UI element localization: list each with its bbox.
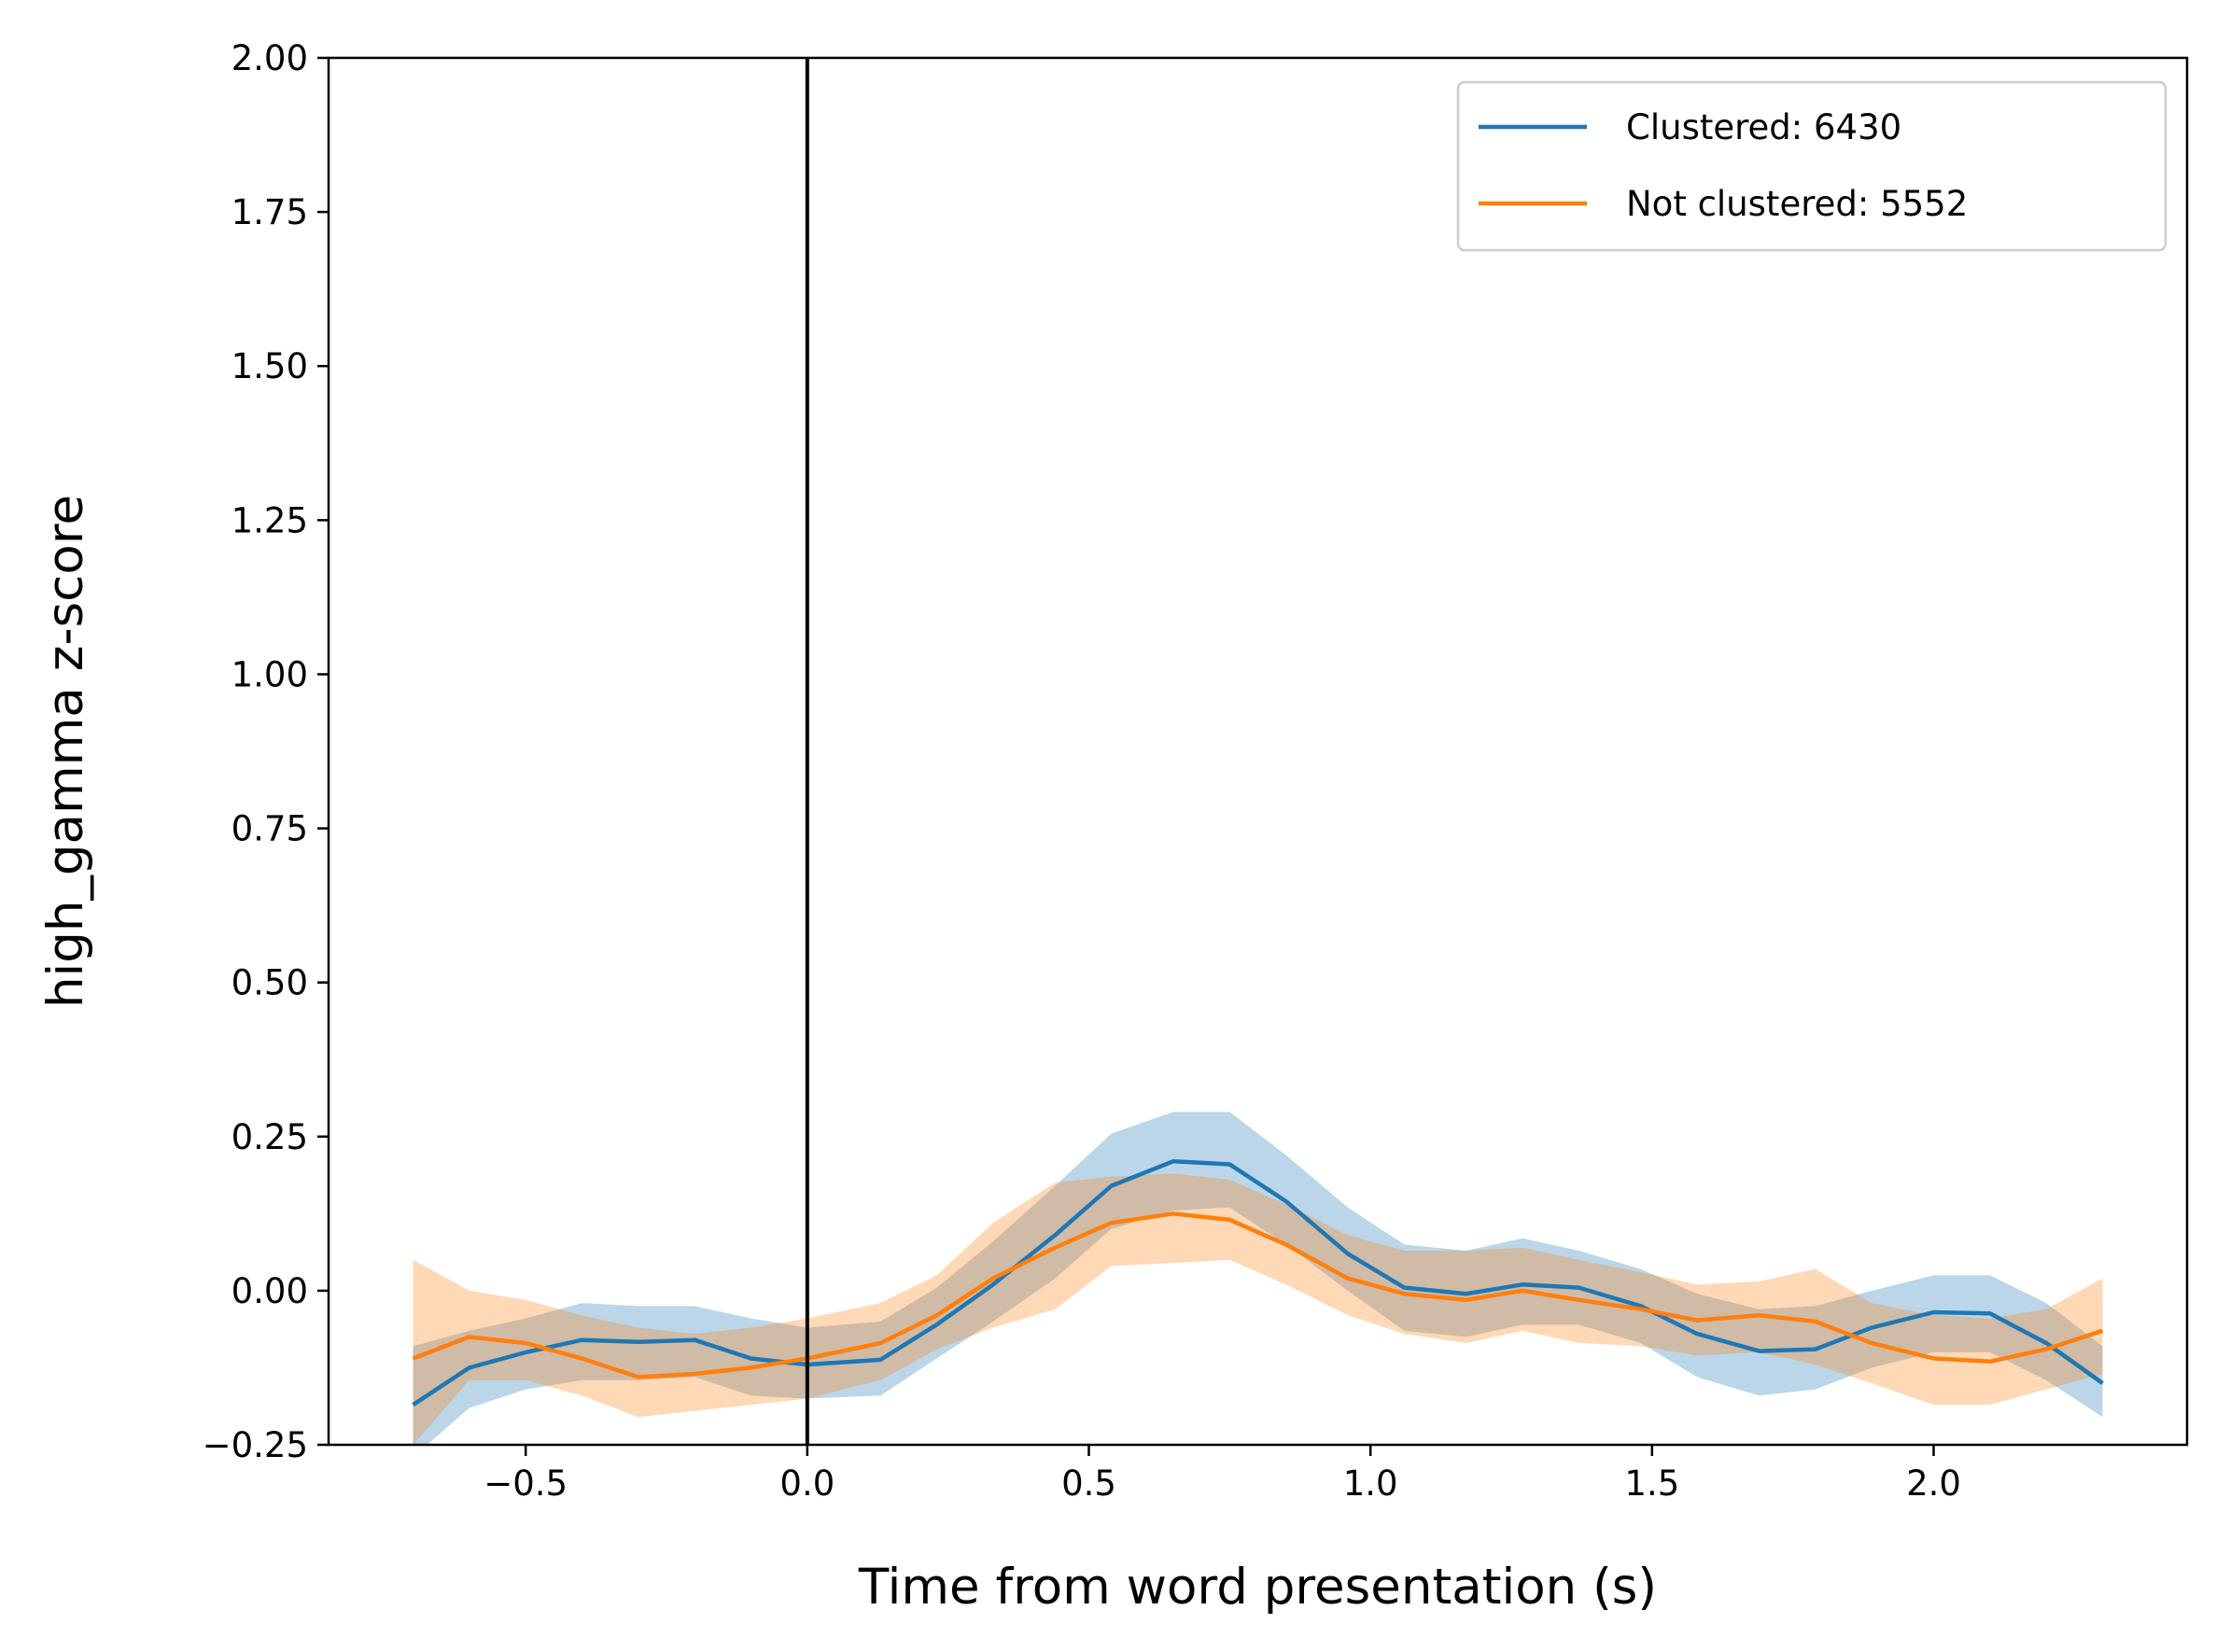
x-axis-label: Time from word presentation (s) <box>858 1559 1657 1616</box>
y-axis-label: high_gamma z-score <box>37 495 94 1008</box>
x-tick-label: 0.5 <box>1061 1463 1116 1504</box>
y-tick-label: 1.25 <box>231 500 308 540</box>
y-tick-label: 1.75 <box>231 192 308 232</box>
x-axis-ticks: −0.5 0.0 0.5 1.0 1.5 2.0 <box>484 1445 1961 1504</box>
series-line-1 <box>412 1158 2104 1407</box>
y-tick-label: 0.00 <box>231 1271 308 1311</box>
legend-box <box>1456 80 2167 252</box>
legend-label-2: Not clustered: 5552 <box>1626 184 1968 224</box>
y-axis-ticks: −0.25 0.00 0.25 0.50 0.75 1.00 1.25 1.50 1.75 2.0… <box>203 38 329 1465</box>
x-tick-label: −0.5 <box>484 1463 568 1504</box>
x-tick-label: 1.0 <box>1343 1463 1398 1504</box>
y-tick-label: −0.25 <box>203 1425 308 1465</box>
x-tick-label: 0.0 <box>779 1463 835 1504</box>
legend: Clustered: 6430 Not clustered: 5552 <box>1456 80 2167 252</box>
confidence-band-2 <box>413 1173 2103 1445</box>
series-lines <box>412 1158 2104 1407</box>
y-tick-label: 1.50 <box>231 346 308 386</box>
y-tick-label: 0.75 <box>231 809 308 849</box>
series-line-2 <box>412 1211 2104 1379</box>
y-tick-label: 1.00 <box>231 654 308 694</box>
y-tick-label: 0.50 <box>231 963 308 1003</box>
axes-frame <box>327 56 2189 1447</box>
x-tick-label: 1.5 <box>1624 1463 1679 1504</box>
x-tick-label: 2.0 <box>1906 1463 1961 1504</box>
legend-label-1: Clustered: 6430 <box>1626 107 1901 147</box>
y-tick-label: 0.25 <box>231 1117 308 1157</box>
y-tick-label: 2.00 <box>231 38 308 78</box>
